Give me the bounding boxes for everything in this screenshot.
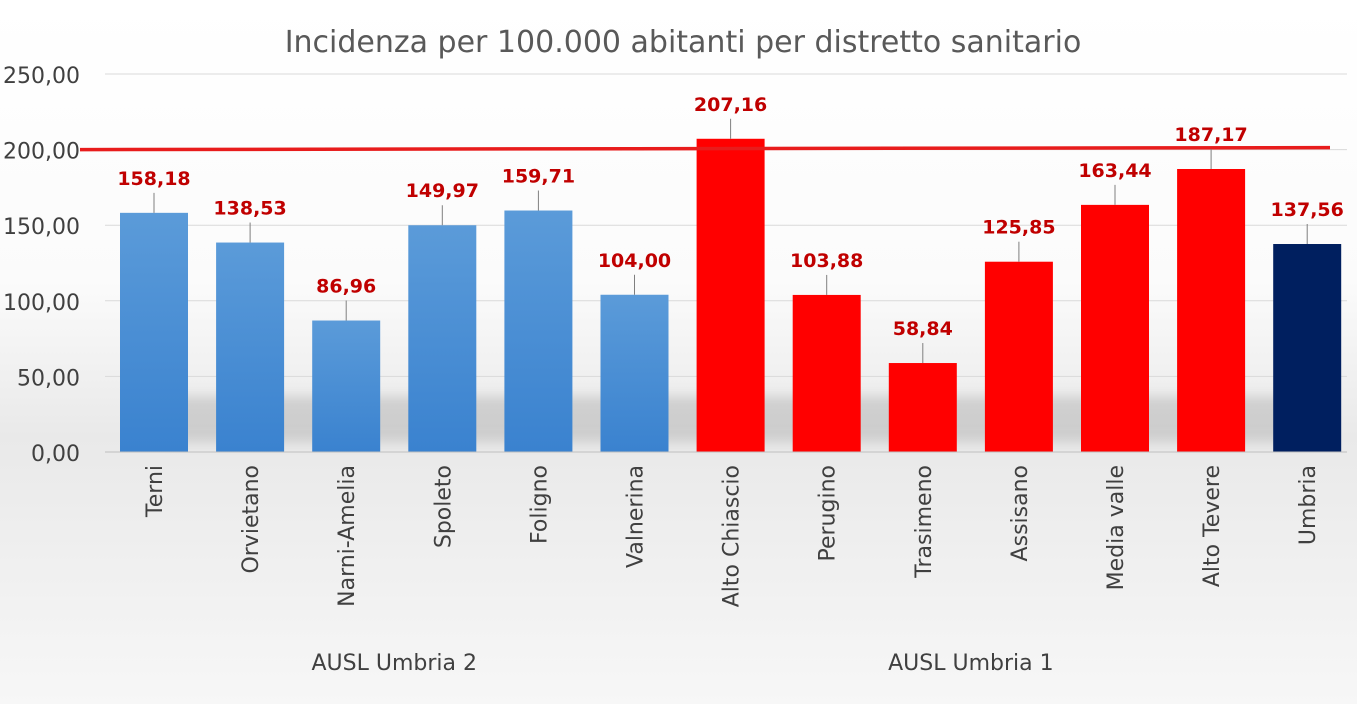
bar-perugino bbox=[792, 294, 861, 452]
bar-alto-tevere bbox=[1177, 168, 1246, 452]
x-tick-label: Trasimeno bbox=[912, 465, 937, 579]
data-label: 58,84 bbox=[893, 318, 953, 340]
x-tick-label: Media valle bbox=[1104, 465, 1129, 590]
x-tick-label: Narni-Amelia bbox=[335, 465, 360, 607]
data-label: 158,18 bbox=[117, 168, 190, 190]
y-tick-label: 200,00 bbox=[3, 140, 80, 165]
data-label: 163,44 bbox=[1078, 160, 1151, 182]
x-tick-label: Perugino bbox=[816, 465, 841, 562]
bar-terni bbox=[120, 212, 188, 452]
x-tick-label: Assisano bbox=[1008, 465, 1033, 561]
y-tick-label: 0,00 bbox=[31, 442, 80, 467]
y-tick-label: 250,00 bbox=[3, 64, 80, 89]
bar-orvietano bbox=[216, 242, 285, 452]
group-label: AUSL Umbria 1 bbox=[888, 651, 1054, 676]
bar-media-valle bbox=[1081, 204, 1149, 452]
data-label: 138,53 bbox=[213, 198, 286, 220]
y-tick-label: 50,00 bbox=[17, 366, 80, 391]
chart-title: Incidenza per 100.000 abitanti per distr… bbox=[285, 25, 1082, 60]
bar-spoleto bbox=[408, 225, 477, 452]
x-tick-label: Foligno bbox=[527, 465, 552, 544]
data-label: 137,56 bbox=[1271, 199, 1344, 221]
data-label: 104,00 bbox=[598, 250, 671, 272]
data-label: 149,97 bbox=[406, 180, 479, 202]
x-tick-label: Umbria bbox=[1296, 465, 1321, 545]
group-label: AUSL Umbria 2 bbox=[312, 651, 478, 676]
bar-foligno bbox=[504, 210, 573, 452]
x-tick-label: Terni bbox=[143, 465, 168, 518]
data-label: 159,71 bbox=[502, 166, 575, 188]
y-tick-label: 100,00 bbox=[3, 291, 80, 316]
x-tick-label: Orvietano bbox=[239, 465, 264, 574]
data-label: 187,17 bbox=[1174, 124, 1247, 146]
bar-assisano bbox=[984, 261, 1053, 452]
x-tick-label: Spoleto bbox=[431, 465, 456, 548]
data-label: 103,88 bbox=[790, 250, 863, 272]
x-tick-label: Alto Chiascio bbox=[720, 465, 745, 607]
data-label: 125,85 bbox=[982, 217, 1055, 239]
bar-valnerina bbox=[600, 294, 669, 452]
bar-narni-amelia bbox=[312, 320, 381, 452]
bar-umbria bbox=[1273, 244, 1342, 452]
x-tick-label: Alto Tevere bbox=[1200, 465, 1225, 587]
reference-line bbox=[79, 145, 1331, 152]
y-tick-label: 150,00 bbox=[3, 215, 80, 240]
x-tick-label: Valnerina bbox=[624, 465, 649, 568]
data-label: 86,96 bbox=[316, 276, 376, 298]
bar-alto-chiascio bbox=[696, 138, 765, 452]
data-label: 207,16 bbox=[694, 94, 767, 116]
bar-trasimeno bbox=[888, 363, 957, 452]
